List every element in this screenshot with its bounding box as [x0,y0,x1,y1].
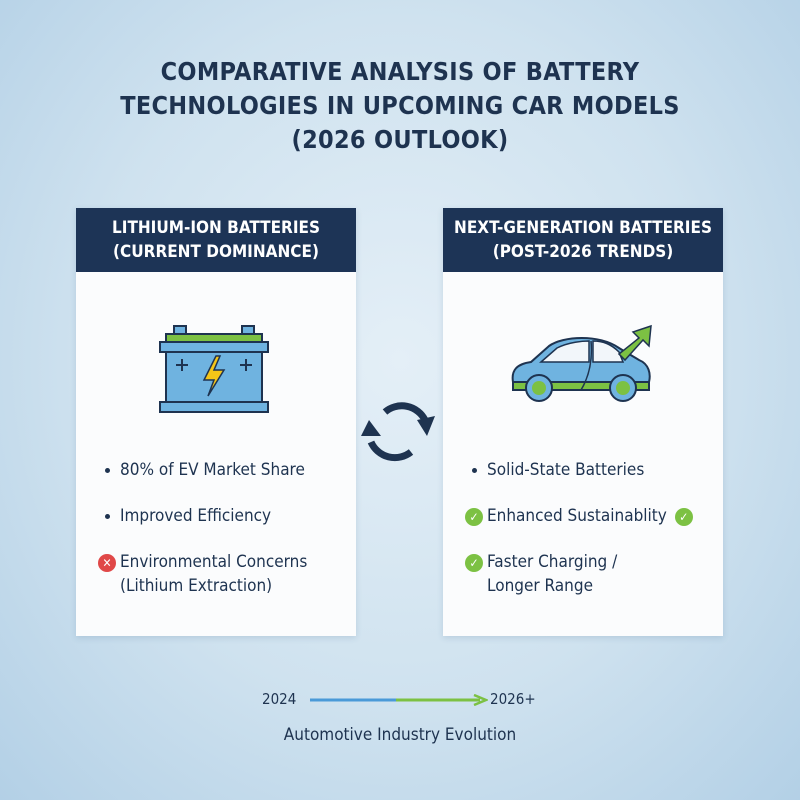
timeline: 2024 2026+ [0,688,800,712]
title-line: TECHNOLOGIES IN UPCOMING CAR MODELS [120,91,680,120]
item-text: Faster Charging / Longer Range [487,550,617,598]
page-title: COMPARATIVE ANALYSIS OF BATTERY TECHNOLO… [0,55,800,157]
card-header: LITHIUM-ION BATTERIES (CURRENT DOMINANCE… [76,208,356,272]
title-line: COMPARATIVE ANALYSIS OF BATTERY [160,57,640,86]
feature-list: 80% of EV Market Share Improved Efficien… [94,458,346,620]
bullet-icon [471,468,477,473]
item-line: Longer Range [487,576,593,596]
item-text: 80% of EV Market Share [120,460,305,480]
card-header: NEXT-GENERATION BATTERIES (POST-2026 TRE… [443,208,723,272]
list-item: Solid-State Batteries [461,458,713,482]
list-item: ✕ Environmental Concerns (Lithium Extracti… [94,550,346,598]
item-line: Faster Charging / [487,552,618,572]
list-item: 80% of EV Market Share [94,458,346,482]
item-text: Enhanced Sustainablity [487,506,667,526]
list-item: ✓ Enhanced Sustainablity ✓ [461,504,713,528]
feature-list: Solid-State Batteries ✓ Enhanced Sustaina… [461,458,713,620]
car-growth-arrow-icon [511,324,652,402]
battery-icon [159,325,269,413]
timeline-end: 2026+ [490,690,536,708]
card-title: NEXT-GENERATION BATTERIES [454,218,712,238]
timeline-arrow-icon [310,694,488,706]
sync-arrows-icon [361,402,435,462]
item-text: Improved Efficiency [120,506,272,526]
title-line: (2026 OUTLOOK) [291,125,509,154]
timeline-start: 2024 [262,690,297,708]
bullet-icon [104,514,110,519]
next-gen-card: NEXT-GENERATION BATTERIES (POST-2026 TRE… [443,208,723,636]
card-title: LITHIUM-ION BATTERIES [112,218,320,238]
bullet-icon [104,468,110,473]
timeline-caption: Automotive Industry Evolution [283,725,517,745]
item-line: Environmental Concerns [120,552,308,572]
card-subtitle: (POST-2026 TRENDS) [492,242,674,262]
list-item: Improved Efficiency [94,504,346,528]
check-circle-icon: ✓ [465,508,483,526]
card-subtitle: (CURRENT DOMINANCE) [113,242,319,262]
list-item: ✓ Faster Charging / Longer Range [461,550,713,598]
lithium-ion-card: LITHIUM-ION BATTERIES (CURRENT DOMINANCE… [76,208,356,636]
check-circle-icon: ✓ [465,554,483,572]
x-circle-icon: ✕ [98,554,116,572]
item-text: Environmental Concerns (Lithium Extractio… [120,550,307,598]
item-line: (Lithium Extraction) [120,576,273,596]
check-circle-icon: ✓ [674,508,693,526]
item-text: Solid-State Batteries [487,460,645,480]
